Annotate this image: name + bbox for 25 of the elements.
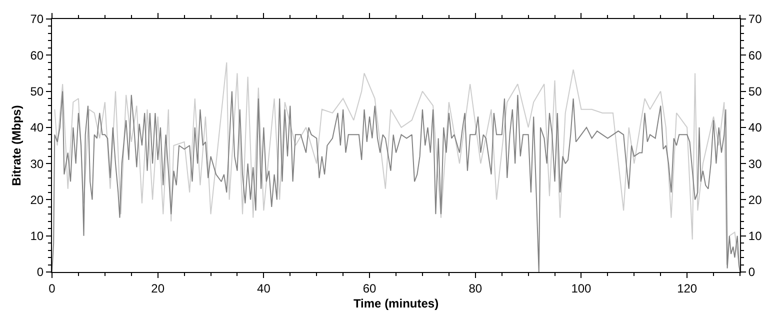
y2-tick-label: 10	[748, 229, 762, 244]
y-axis-title: Bitrate (Mbps)	[10, 105, 24, 186]
y2-tick-label: 40	[748, 120, 762, 135]
y-tick-label: 0	[36, 265, 44, 280]
y-tick-label: 10	[30, 229, 44, 244]
x-tick-label: 120	[677, 281, 698, 296]
y2-tick-label: 60	[748, 48, 762, 62]
x-tick-label: 100	[571, 281, 592, 296]
x-tick-label: 60	[362, 281, 377, 296]
x-tick-label: 40	[257, 281, 271, 296]
y-tick-label: 70	[30, 12, 44, 26]
x-axis-title: Time (minutes)	[353, 296, 439, 310]
y2-tick-label: 20	[748, 192, 762, 207]
x-tick-label: 80	[468, 281, 482, 296]
y2-tick-label: 70	[748, 12, 762, 26]
x-tick-label: 0	[48, 281, 56, 296]
y2-tick-label: 0	[748, 265, 756, 280]
y-tick-label: 20	[30, 192, 44, 207]
y-tick-label: 60	[30, 48, 44, 62]
y2-tick-label: 50	[748, 84, 762, 98]
y-tick-label: 30	[30, 156, 44, 171]
y2-tick-label: 30	[748, 156, 762, 171]
y-tick-label: 50	[30, 84, 44, 98]
y-tick-label: 40	[30, 120, 44, 135]
x-tick-label: 20	[151, 281, 165, 296]
